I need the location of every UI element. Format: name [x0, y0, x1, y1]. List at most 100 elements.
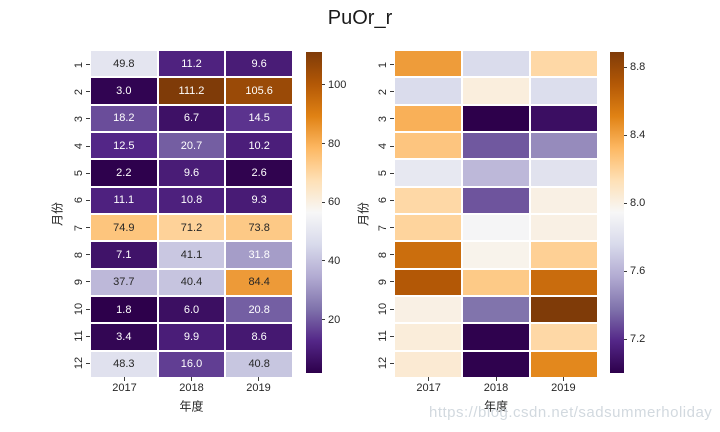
- heatmap-cell: [531, 51, 597, 77]
- heatmap-cell: 20.7: [158, 133, 225, 159]
- heatmap-cell: [531, 242, 597, 268]
- colorbar-tickmark: [322, 143, 325, 145]
- heatmap-cell: 111.2: [158, 78, 225, 104]
- heatmap-cell: 9.9: [158, 324, 225, 350]
- colorbar-tick-label: 100: [328, 78, 347, 91]
- colorbar-tickmark: [624, 66, 627, 68]
- heatmap-cell: 40.4: [158, 269, 225, 295]
- colorbar-tickmark: [624, 338, 627, 340]
- heatmap-right: [395, 51, 597, 377]
- y-tick-label: 11: [377, 330, 389, 342]
- xlabel-left: 年度: [179, 399, 204, 414]
- colorbar-right: [610, 52, 624, 373]
- heatmap-cell: 6.7: [158, 105, 225, 131]
- colorbar-tickmark: [624, 270, 627, 272]
- heatmap-cell: [531, 160, 597, 186]
- y-tickmark: [86, 308, 90, 310]
- y-tick-label: 10: [73, 302, 85, 316]
- heatmap-cell: [531, 297, 597, 323]
- heatmap-cell: 49.8: [91, 51, 157, 77]
- y-tickmark: [390, 118, 394, 120]
- heatmap-cell: [395, 160, 461, 186]
- heatmap-cell: [463, 160, 529, 186]
- heatmap-cell: 37.7: [91, 269, 157, 295]
- colorbar-tick-label: 7.6: [630, 265, 646, 278]
- heatmap-cell: 7.1: [91, 242, 157, 268]
- y-tickmark: [86, 281, 90, 283]
- colorbar-tick-label: 60: [328, 196, 341, 209]
- heatmap-cell: [395, 269, 461, 295]
- y-tickmark: [390, 199, 394, 201]
- y-tick-label: 6: [377, 197, 389, 204]
- colorbar-tick-label: 8.4: [630, 129, 646, 142]
- colorbar-tickmark: [322, 84, 325, 86]
- heatmap-cell: [395, 78, 461, 104]
- x-tick-label: 2017: [416, 382, 441, 394]
- heatmap-cell: 16.0: [158, 351, 225, 377]
- colorbar-tick-label: 8.8: [630, 61, 646, 74]
- heatmap-cell: 1.8: [91, 297, 157, 323]
- y-tickmark: [390, 335, 394, 337]
- heatmap-cell: [395, 297, 461, 323]
- x-tick-label: 2019: [551, 382, 576, 394]
- colorbar-tick-label: 20: [328, 313, 341, 326]
- y-tickmark: [390, 91, 394, 93]
- y-tick-label: 7: [73, 224, 85, 231]
- y-tick-label: 4: [377, 143, 389, 150]
- y-tick-label: 10: [377, 302, 389, 316]
- heatmap-cell: [463, 51, 529, 77]
- heatmap-cell: 9.6: [226, 51, 292, 77]
- x-tick-label: 2017: [112, 382, 137, 394]
- y-tickmark: [390, 227, 394, 229]
- heatmap-cell: [395, 242, 461, 268]
- x-tickmark: [258, 377, 259, 381]
- y-tick-label: 1: [73, 61, 85, 68]
- xlabel-right: 年度: [483, 399, 509, 414]
- heatmap-cell: [463, 133, 529, 159]
- heatmap-cell: 6.0: [158, 297, 225, 323]
- heatmap-cell: [463, 269, 529, 295]
- heatmap-cell: 73.8: [226, 215, 292, 241]
- y-tick-label: 3: [73, 115, 85, 122]
- y-tick-label: 3: [377, 115, 389, 122]
- y-tick-label: 5: [377, 170, 389, 177]
- colorbar-tickmark: [624, 202, 627, 204]
- y-tickmark: [390, 308, 394, 310]
- x-tick-label: 2019: [246, 382, 271, 394]
- heatmap-cell: 10.2: [226, 133, 292, 159]
- y-tickmark: [390, 145, 394, 147]
- heatmap-cell: [463, 105, 529, 131]
- heatmap-cell: [531, 351, 597, 377]
- heatmap-cell: [463, 78, 529, 104]
- colorbar-tick-label: 80: [328, 137, 341, 150]
- colorbar-tickmark: [322, 319, 325, 321]
- y-tick-label: 4: [73, 143, 85, 150]
- y-tickmark: [390, 281, 394, 283]
- y-tick-label: 1: [377, 61, 389, 68]
- y-tickmark: [86, 118, 90, 120]
- y-tick-label: 5: [73, 170, 85, 177]
- heatmap-cell: 3.0: [91, 78, 157, 104]
- y-tick-label: 7: [377, 224, 389, 231]
- x-tickmark: [124, 377, 125, 381]
- y-tick-label: 6: [73, 197, 85, 204]
- y-tick-label: 8: [377, 251, 389, 258]
- y-tick-label: 2: [377, 88, 389, 95]
- y-tickmark: [390, 254, 394, 256]
- colorbar-tick-label: 8.0: [630, 197, 646, 210]
- heatmap-cell: 48.3: [91, 351, 157, 377]
- heatmap-cell: [463, 297, 529, 323]
- heatmap-cell: 71.2: [158, 215, 225, 241]
- heatmap-cell: 11.1: [91, 187, 157, 213]
- heatmap-cell: 18.2: [91, 105, 157, 131]
- y-tickmark: [86, 335, 90, 337]
- heatmap-cell: [463, 324, 529, 350]
- heatmap-cell: [531, 269, 597, 295]
- heatmap-cell: [531, 133, 597, 159]
- heatmap-cell: 12.5: [91, 133, 157, 159]
- colorbar-tick-label: 40: [328, 254, 341, 267]
- y-tick-label: 11: [73, 330, 85, 342]
- y-tickmark: [86, 145, 90, 147]
- heatmap-cell: [463, 351, 529, 377]
- heatmap-cell: [395, 105, 461, 131]
